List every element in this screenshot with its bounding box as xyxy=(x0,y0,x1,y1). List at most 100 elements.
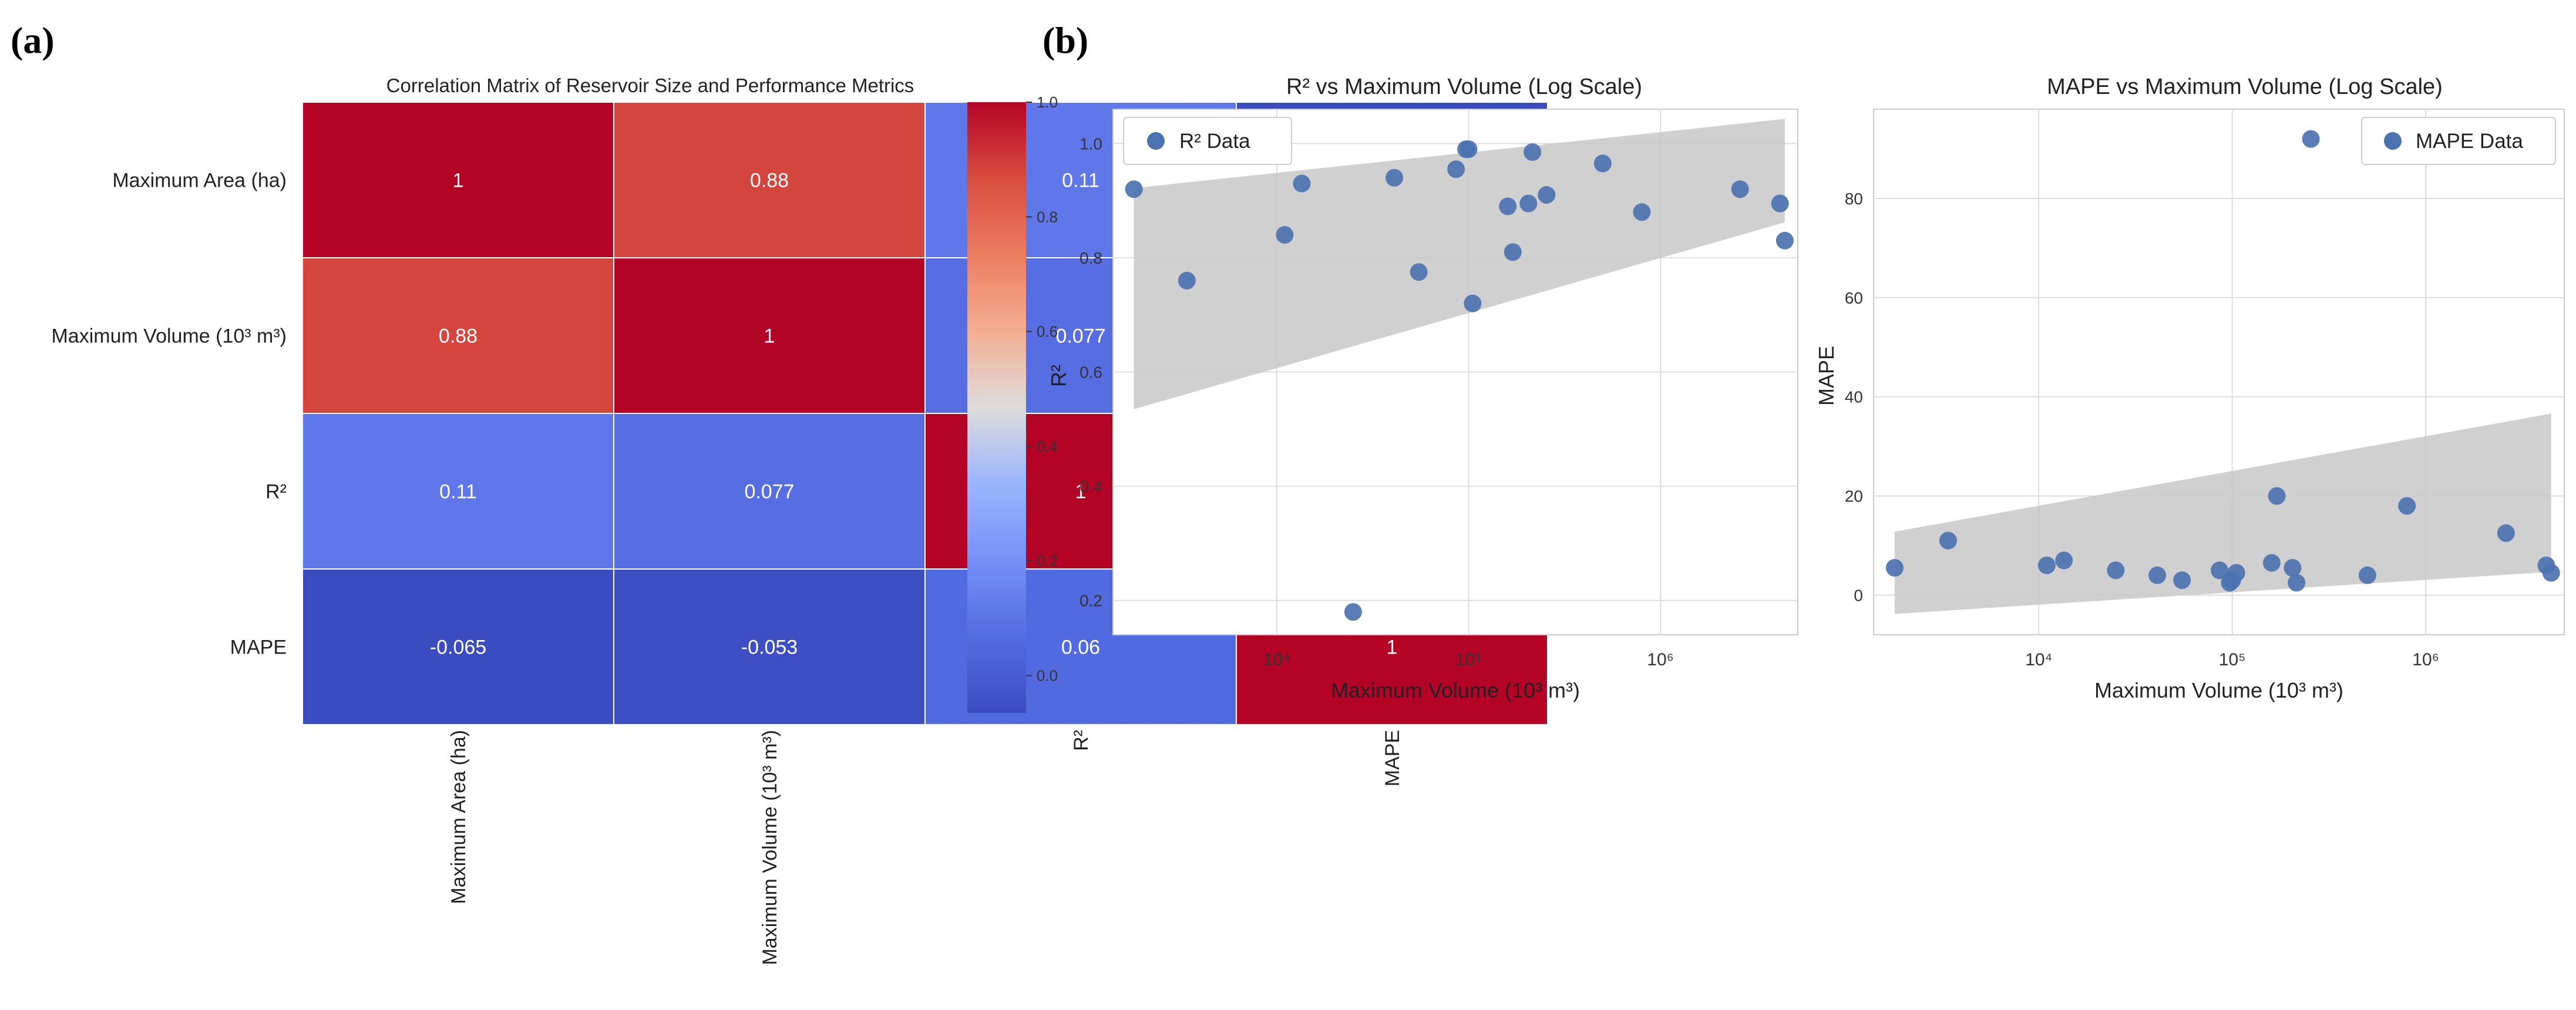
heatmap-cell-value: -0.053 xyxy=(741,637,798,659)
data-point xyxy=(1885,559,1904,577)
data-point xyxy=(1538,186,1556,204)
y-tick-label: 0.2 xyxy=(1080,592,1102,610)
heatmap-title: Correlation Matrix of Reservoir Size and… xyxy=(386,75,914,96)
r2-legend-marker xyxy=(1147,132,1165,150)
mape-x-axis-label: Maximum Volume (10³ m³) xyxy=(2094,678,2343,702)
x-tick-label: 10⁶ xyxy=(2412,650,2439,669)
heatmap-cell-value: 0.077 xyxy=(744,481,794,503)
data-point xyxy=(1731,180,1749,198)
data-point xyxy=(1459,140,1478,159)
data-point xyxy=(1519,194,1538,213)
data-point xyxy=(2227,564,2245,582)
r2-scatter-plot: R² vs Maximum Volume (Log Scale) 10⁴ 10⁵ 1… xyxy=(1047,75,1798,702)
colorbar-tick-label: 1.0 xyxy=(1037,93,1058,111)
heatmap-col-label: R² xyxy=(1070,730,1092,751)
data-point xyxy=(1524,143,1542,161)
data-point xyxy=(1293,174,1311,193)
data-point xyxy=(2284,559,2302,577)
colorbar-tick-label: 0.6 xyxy=(1037,323,1058,341)
data-point xyxy=(1593,154,1612,173)
heatmap-cell xyxy=(613,102,926,258)
data-point xyxy=(1771,194,1789,213)
data-point xyxy=(2398,497,2416,515)
data-point xyxy=(1504,243,1522,261)
colorbar-tick-label: 0.4 xyxy=(1037,437,1058,455)
confidence-band xyxy=(1134,119,1785,409)
colorbar-tick-label: 0.0 xyxy=(1037,667,1058,685)
heatmap-cell-value: 1 xyxy=(1075,481,1087,503)
mape-legend: MAPE Data xyxy=(2361,117,2556,165)
heatmap-cell-value: 0.88 xyxy=(439,325,477,348)
data-point xyxy=(1385,169,1404,187)
data-point xyxy=(1499,197,1517,216)
y-tick-label: 20 xyxy=(1845,487,1863,506)
data-point xyxy=(2037,556,2056,574)
mape-y-axis-label: MAPE xyxy=(1814,346,1838,406)
data-point xyxy=(2107,561,2125,580)
data-point xyxy=(2302,130,2320,148)
r2-legend-label: R² Data xyxy=(1179,130,1250,153)
y-tick-label: 0 xyxy=(1854,586,1863,604)
r2-x-axis-label: Maximum Volume (10³ m³) xyxy=(1331,678,1580,702)
data-point xyxy=(2542,564,2560,582)
data-point xyxy=(2262,554,2281,572)
y-tick-label: 1.0 xyxy=(1080,134,1102,153)
heatmap-cell xyxy=(613,568,926,725)
heatmap-cell-value: 1 xyxy=(1387,637,1398,659)
heatmap-cell xyxy=(613,413,926,570)
mape-legend-label: MAPE Data xyxy=(2416,130,2523,153)
heatmap-row-label: R² xyxy=(265,481,287,503)
heatmap-row-label: Maximum Area (ha) xyxy=(112,170,287,192)
data-point xyxy=(2288,574,2306,592)
heatmap-cell-value: 0.11 xyxy=(1062,170,1099,192)
y-tick-label: 60 xyxy=(1845,289,1863,307)
panel-label-a: (a) xyxy=(11,19,55,61)
heatmap-row-label: MAPE xyxy=(230,637,287,659)
heatmap-row-label: Maximum Volume (10³ m³) xyxy=(51,325,287,348)
x-tick-label: 10⁶ xyxy=(1647,650,1674,669)
y-tick-label: 80 xyxy=(1845,190,1863,208)
heatmap-cell-value: 0.077 xyxy=(1055,325,1105,348)
y-tick-label: 40 xyxy=(1845,388,1863,406)
colorbar-gradient xyxy=(967,102,1026,713)
colorbar: 0.0 0.2 0.4 0.6 0.8 1.0 xyxy=(967,93,1058,713)
data-point xyxy=(1633,203,1651,221)
r2-legend: R² Data xyxy=(1123,117,1292,165)
heatmap-cell-value: 0.11 xyxy=(439,481,477,503)
y-tick-label: 0.8 xyxy=(1080,249,1102,267)
data-point xyxy=(1939,531,1957,550)
mape-scatter-plot: MAPE vs Maximum Volume (Log Scale) 10⁴ 10… xyxy=(1814,75,2565,702)
data-point xyxy=(2055,551,2073,570)
y-tick-label: 0.4 xyxy=(1080,477,1102,496)
data-point xyxy=(1276,226,1294,244)
heatmap-cell-value: 0.06 xyxy=(1061,637,1100,659)
r2-y-axis-label: R² xyxy=(1047,365,1071,387)
colorbar-tick-label: 0.8 xyxy=(1037,208,1058,225)
data-point xyxy=(2497,524,2515,542)
heatmap-cell xyxy=(302,568,614,725)
heatmap-col-label: MAPE xyxy=(1381,730,1404,786)
data-point xyxy=(1344,603,1362,621)
y-tick-label: 0.6 xyxy=(1080,363,1102,382)
heatmap-cell-value: 1 xyxy=(764,325,775,348)
data-point xyxy=(1775,231,1794,250)
data-point xyxy=(1410,263,1428,281)
data-point xyxy=(1125,180,1143,198)
x-tick-label: 10⁵ xyxy=(1455,650,1482,669)
heatmap-cell-value: 1 xyxy=(453,170,464,192)
data-point xyxy=(2211,561,2229,580)
r2-plot-title: R² vs Maximum Volume (Log Scale) xyxy=(1286,75,1642,99)
data-point xyxy=(2268,487,2286,505)
data-point xyxy=(1447,160,1465,179)
heatmap-cell-value: 0.88 xyxy=(750,170,789,192)
heatmap-cell xyxy=(302,413,614,570)
data-point xyxy=(2148,566,2167,584)
heatmap-col-label: Maximum Area (ha) xyxy=(448,730,470,904)
colorbar-tick-label: 0.2 xyxy=(1037,552,1058,570)
data-point xyxy=(2173,571,2191,590)
x-tick-label: 10⁴ xyxy=(1263,650,1290,669)
mape-legend-marker xyxy=(2384,132,2402,150)
x-tick-label: 10⁵ xyxy=(2219,650,2246,669)
data-point xyxy=(1178,271,1196,289)
